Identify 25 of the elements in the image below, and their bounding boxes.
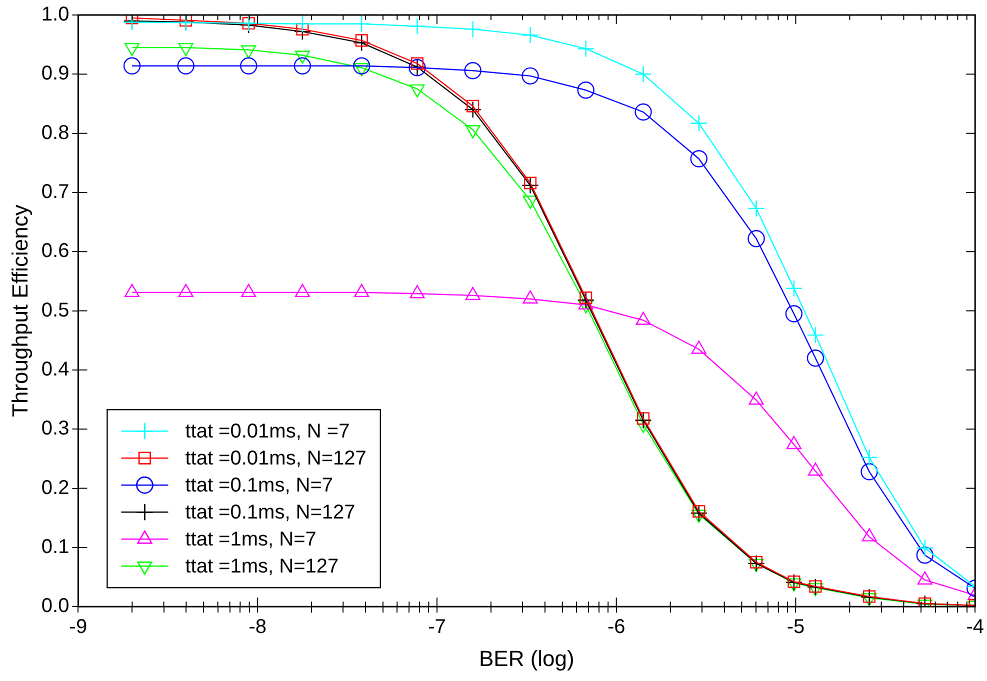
x-tick-label: -8 [248,616,266,638]
y-tick-label: 0.9 [41,62,70,85]
legend-label: ttat =0.01ms, N=127 [185,448,366,470]
x-tick-label: -5 [786,616,805,638]
y-tick-label: 0.6 [41,240,70,262]
y-axis-title: Throughput Efficiency [7,204,32,417]
legend-label: ttat =0.01ms, N =7 [185,420,350,443]
y-tick-label: 0.7 [41,180,70,203]
y-tick-label: 0.5 [41,299,70,322]
y-tick-label: 0.0 [41,595,70,618]
y-tick-label: 0.8 [41,122,70,144]
x-tick-label: -7 [428,616,446,638]
x-tick-label: -6 [607,616,626,638]
x-axis-title: BER (log) [478,646,574,671]
legend-label: ttat =0.1ms, N=127 [185,502,356,524]
y-tick-label: 1.0 [41,4,70,26]
legend-label: ttat =1ms, N=7 [185,528,316,551]
legend-label: ttat =0.1ms, N=7 [185,474,334,497]
x-tick-label: -4 [966,616,984,638]
y-tick-label: 0.3 [41,418,70,440]
legend-label: ttat =1ms, N=127 [185,556,339,578]
y-tick-label: 0.4 [41,358,70,380]
x-tick-label: -9 [69,616,88,638]
y-tick-label: 0.2 [41,476,70,499]
y-tick-label: 0.1 [41,536,70,558]
